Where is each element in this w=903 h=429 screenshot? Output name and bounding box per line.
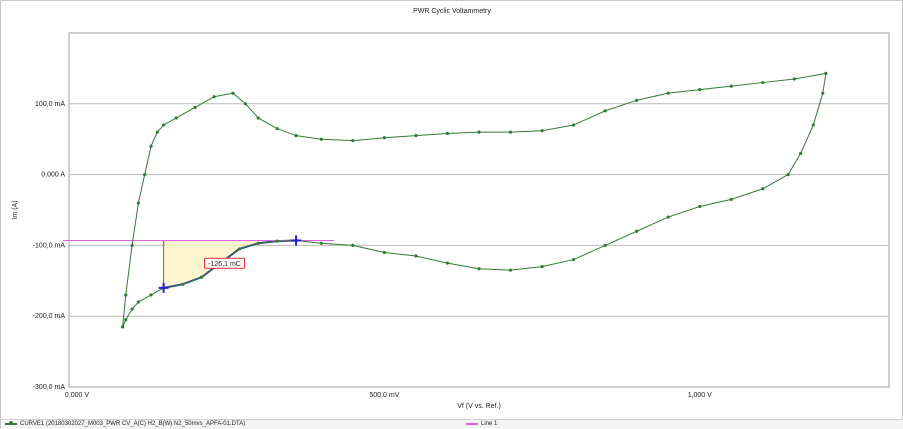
- data-point: [149, 144, 153, 148]
- data-point: [351, 243, 355, 247]
- chart-title: PWR Cyclic Voltammetry: [413, 8, 491, 15]
- data-point: [124, 318, 128, 322]
- data-point: [130, 307, 134, 311]
- data-point: [237, 247, 241, 251]
- data-point: [124, 293, 128, 297]
- data-point: [445, 131, 450, 136]
- data-point: [319, 137, 323, 141]
- data-point: [319, 241, 323, 245]
- data-point: [603, 109, 607, 113]
- legend-item-curve1[interactable]: CURVE1 (20180302027_M003_PWR CV_A(C) H2_…: [5, 421, 245, 427]
- plot-area: [68, 32, 890, 388]
- data-point: [244, 102, 248, 106]
- data-point: [572, 123, 576, 127]
- data-point: [729, 84, 733, 88]
- integral-label-box: [204, 257, 246, 269]
- legend-label-line1: Line 1: [481, 421, 498, 427]
- data-point: [121, 325, 125, 329]
- y-tick-label: -200,0 mA: [33, 313, 66, 320]
- data-point: [275, 126, 279, 131]
- data-point: [162, 123, 166, 127]
- data-point: [445, 261, 450, 265]
- data-point: [666, 215, 670, 219]
- data-point: [698, 204, 702, 209]
- data-point: [136, 201, 140, 205]
- y-tick-label: -100,0 mA: [33, 242, 66, 249]
- data-point: [275, 239, 279, 243]
- legend-swatch-line1: [466, 423, 478, 425]
- data-point: [786, 173, 790, 177]
- x-tick-label: 1,000 V: [688, 392, 712, 399]
- integral-label: -126,1 mC: [208, 261, 241, 268]
- integral-region: [163, 240, 297, 288]
- data-point: [231, 91, 235, 95]
- y-tick-label: -300,0 mA: [33, 384, 66, 391]
- data-point: [729, 197, 733, 201]
- data-point: [193, 105, 197, 109]
- data-point: [155, 130, 159, 134]
- legend-bar: CURVE1 (20180302027_M003_PWR CV_A(C) H2_…: [1, 419, 903, 429]
- x-tick-label: 500,0 mV: [369, 392, 399, 399]
- data-point: [799, 151, 803, 155]
- data-point: [180, 282, 185, 286]
- x-tick-label: 0,000 V: [65, 392, 89, 399]
- data-point: [477, 130, 481, 134]
- data-point: [212, 95, 216, 99]
- data-point: [635, 229, 639, 233]
- data-point: [136, 300, 140, 304]
- data-point: [351, 139, 355, 143]
- legend-label-curve1: CURVE1 (20180302027_M003_PWR CV_A(C) H2_…: [20, 421, 246, 427]
- data-point: [256, 241, 260, 245]
- data-point: [256, 116, 260, 120]
- data-point: [382, 136, 386, 140]
- data-point: [294, 134, 298, 138]
- data-point: [811, 123, 815, 127]
- y-tick-label: 100,0 mA: [35, 101, 65, 108]
- legend-item-line1[interactable]: Line 1: [466, 421, 497, 427]
- data-point: [414, 254, 418, 258]
- data-point: [149, 293, 153, 297]
- data-point: [414, 134, 418, 138]
- y-axis-title: Im (A): [12, 200, 19, 219]
- data-point: [603, 243, 607, 247]
- y-tick-label: 0,000 A: [41, 172, 65, 179]
- data-point: [761, 187, 765, 191]
- data-point: [508, 268, 513, 272]
- data-point: [821, 91, 825, 95]
- data-point: [792, 77, 796, 81]
- data-point: [635, 98, 639, 102]
- data-point: [540, 265, 544, 269]
- x-axis-title: Vf (V vs. Ref.): [457, 403, 501, 410]
- data-point: [143, 173, 147, 177]
- data-point: [508, 130, 513, 134]
- data-point: [761, 80, 765, 85]
- data-point: [477, 267, 481, 271]
- data-point: [199, 275, 204, 279]
- data-point: [130, 243, 134, 247]
- data-point: [824, 71, 828, 75]
- data-point: [666, 91, 670, 95]
- data-point: [572, 257, 576, 262]
- data-point: [698, 88, 702, 92]
- data-point: [540, 129, 544, 133]
- data-point: [382, 250, 386, 255]
- legend-swatch-curve1: [5, 421, 17, 425]
- data-point: [174, 116, 178, 120]
